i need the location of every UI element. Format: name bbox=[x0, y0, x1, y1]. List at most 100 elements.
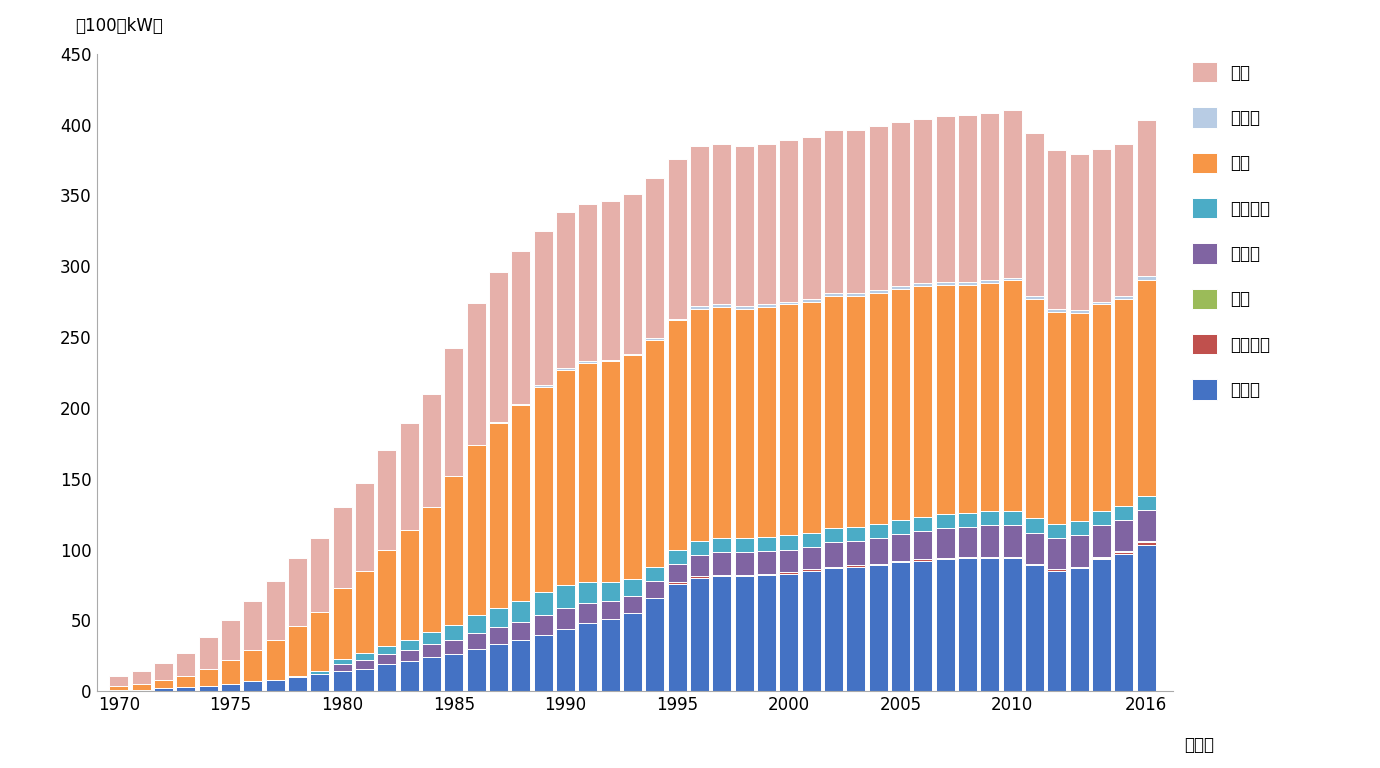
Bar bbox=[780, 550, 799, 572]
Bar bbox=[824, 131, 843, 293]
Bar bbox=[846, 567, 865, 691]
Bar bbox=[824, 293, 843, 296]
Bar bbox=[734, 309, 753, 538]
Bar bbox=[624, 354, 642, 356]
Bar bbox=[333, 588, 352, 659]
Bar bbox=[824, 296, 843, 528]
Bar bbox=[646, 178, 664, 339]
Bar bbox=[936, 285, 955, 514]
Bar bbox=[1025, 299, 1045, 518]
Bar bbox=[1047, 309, 1067, 312]
Bar bbox=[869, 126, 887, 290]
Bar bbox=[556, 607, 575, 629]
Bar bbox=[780, 302, 799, 304]
Bar bbox=[624, 614, 642, 691]
Bar bbox=[534, 592, 553, 614]
Bar bbox=[444, 641, 464, 654]
Bar bbox=[288, 558, 308, 626]
Bar bbox=[668, 158, 687, 319]
Bar bbox=[914, 517, 933, 531]
Bar bbox=[489, 422, 508, 423]
Bar bbox=[1092, 557, 1111, 558]
Bar bbox=[512, 641, 530, 691]
Bar bbox=[534, 634, 553, 691]
Bar bbox=[512, 404, 530, 405]
Bar bbox=[1047, 524, 1067, 538]
Bar bbox=[243, 601, 262, 650]
Bar bbox=[578, 623, 598, 691]
Bar bbox=[177, 687, 196, 691]
Bar bbox=[846, 131, 865, 293]
Bar bbox=[444, 349, 464, 476]
Bar bbox=[734, 577, 753, 691]
Bar bbox=[712, 552, 731, 575]
Bar bbox=[712, 538, 731, 552]
Bar bbox=[846, 527, 865, 541]
Bar bbox=[734, 538, 753, 552]
Bar bbox=[758, 574, 776, 575]
Bar bbox=[422, 507, 442, 632]
Bar bbox=[891, 561, 909, 562]
Bar bbox=[556, 213, 575, 368]
Bar bbox=[333, 664, 352, 671]
Bar bbox=[556, 629, 575, 691]
Bar bbox=[1092, 558, 1111, 559]
Bar bbox=[600, 361, 620, 582]
Bar bbox=[155, 663, 172, 680]
Bar bbox=[734, 306, 753, 309]
Bar bbox=[914, 531, 933, 559]
Bar bbox=[377, 550, 396, 646]
Bar bbox=[1025, 296, 1045, 299]
Bar bbox=[914, 286, 933, 517]
Bar bbox=[1092, 302, 1111, 304]
Bar bbox=[177, 653, 196, 676]
Bar bbox=[310, 612, 330, 671]
Bar bbox=[355, 668, 374, 691]
Bar bbox=[444, 476, 464, 624]
Bar bbox=[846, 293, 865, 296]
Bar bbox=[578, 204, 598, 361]
Bar bbox=[1115, 296, 1133, 299]
Bar bbox=[624, 579, 642, 596]
Bar bbox=[802, 137, 821, 299]
Bar bbox=[333, 659, 352, 664]
Bar bbox=[869, 290, 887, 293]
Bar bbox=[512, 601, 530, 622]
Bar bbox=[980, 280, 999, 283]
Bar bbox=[958, 527, 977, 557]
Bar bbox=[1003, 557, 1021, 558]
Bar bbox=[846, 296, 865, 527]
Bar bbox=[758, 551, 776, 574]
Bar bbox=[758, 537, 776, 551]
Bar bbox=[646, 340, 664, 567]
Bar bbox=[578, 361, 598, 362]
Bar bbox=[936, 116, 955, 282]
Bar bbox=[600, 601, 620, 619]
Bar bbox=[400, 423, 418, 530]
Bar bbox=[1092, 559, 1111, 691]
Bar bbox=[556, 368, 575, 369]
Bar bbox=[780, 304, 799, 535]
Bar bbox=[958, 558, 977, 691]
Bar bbox=[869, 565, 887, 691]
Bar bbox=[1137, 280, 1155, 495]
Bar bbox=[512, 405, 530, 601]
Bar bbox=[936, 558, 955, 559]
Bar bbox=[243, 650, 262, 681]
Bar bbox=[109, 676, 128, 686]
Bar bbox=[734, 146, 753, 306]
Bar bbox=[734, 575, 753, 577]
Bar bbox=[824, 567, 843, 568]
Bar bbox=[377, 646, 396, 654]
Bar bbox=[869, 538, 887, 564]
Bar bbox=[355, 653, 374, 660]
Bar bbox=[1003, 558, 1021, 691]
Bar bbox=[624, 596, 642, 614]
Bar bbox=[177, 676, 196, 687]
Bar bbox=[712, 575, 731, 577]
Legend: 北米, 中南米, 欧州, 他旧ソ連, ロシア, 中東, アフリカ, アジア: 北米, 中南米, 欧州, 他旧ソ連, ロシア, 中東, アフリカ, アジア bbox=[1192, 62, 1271, 400]
Bar bbox=[1047, 150, 1067, 309]
Bar bbox=[578, 604, 598, 623]
Bar bbox=[355, 571, 374, 653]
Bar bbox=[1047, 312, 1067, 524]
